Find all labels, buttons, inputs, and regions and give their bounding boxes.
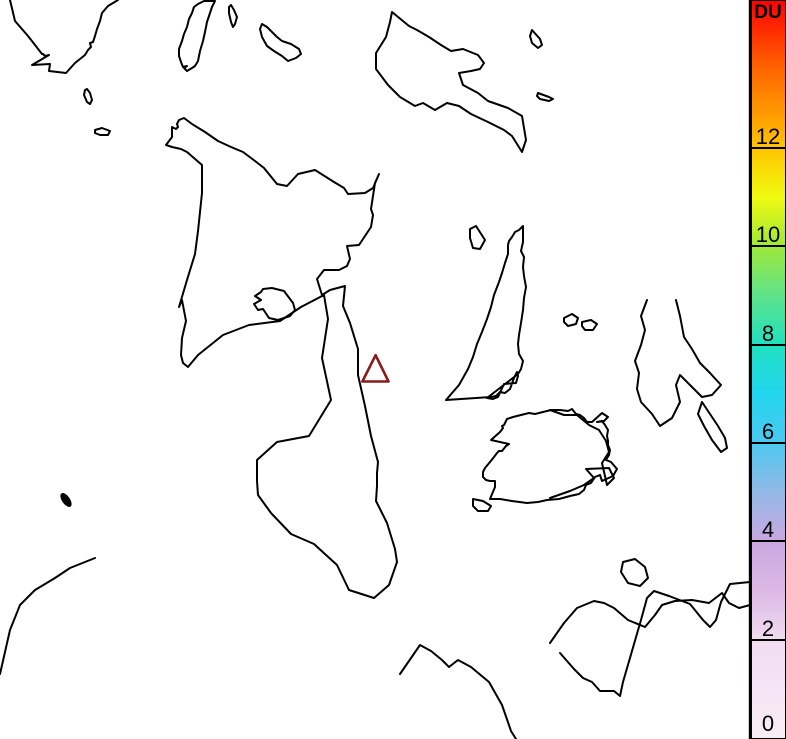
svg-text:0: 0 bbox=[762, 711, 774, 736]
svg-text:6: 6 bbox=[762, 419, 774, 444]
svg-text:4: 4 bbox=[762, 517, 774, 542]
svg-text:12: 12 bbox=[756, 124, 780, 149]
svg-text:10: 10 bbox=[756, 222, 780, 247]
svg-text:DU: DU bbox=[754, 2, 781, 23]
svg-text:8: 8 bbox=[762, 321, 774, 346]
svg-text:2: 2 bbox=[762, 616, 774, 641]
